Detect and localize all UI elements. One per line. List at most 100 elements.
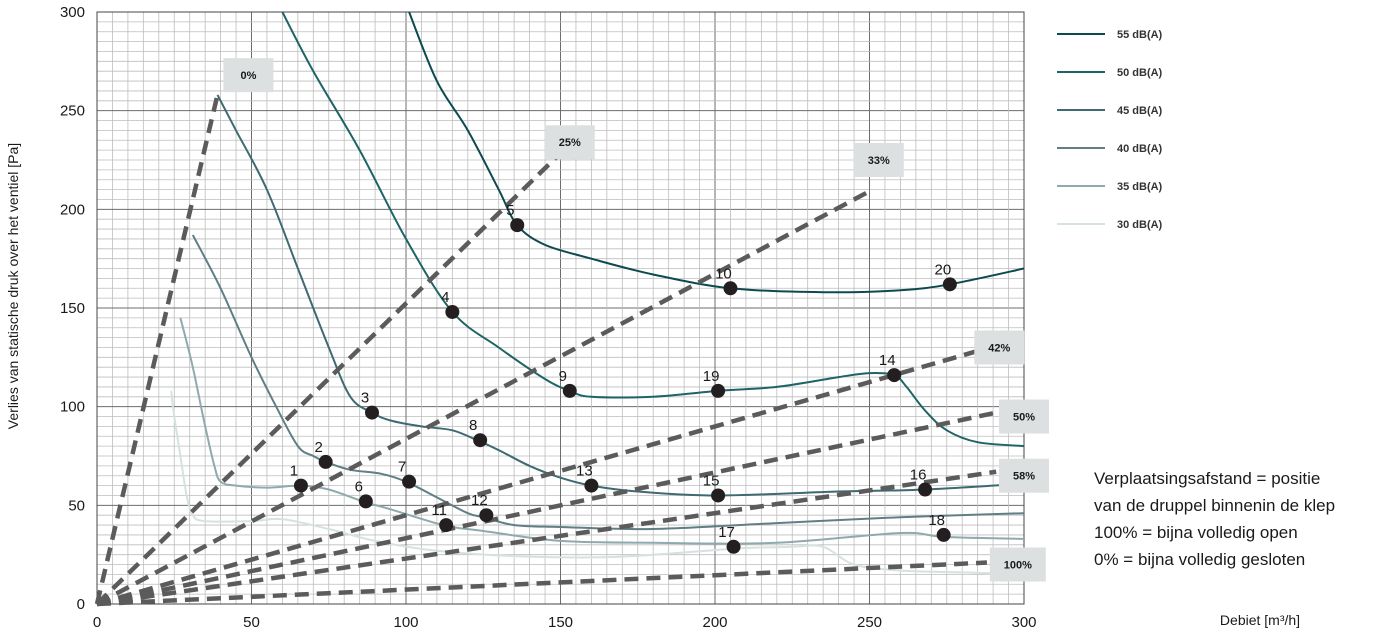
chart-grid [96,11,1025,605]
y-tick-label: 250 [60,103,85,120]
operating-point-label: 14 [879,352,896,369]
legend-label: 40 dB(A) [1117,143,1163,155]
operating-point-label: 5 [506,202,514,219]
operating-point-label: 10 [715,265,732,282]
operating-point-label: 13 [576,463,593,480]
valve-dashed-line [96,469,997,607]
operating-point-label: 6 [355,478,363,495]
operating-point-marker [584,478,599,493]
operating-point-label: 16 [910,467,927,484]
y-tick-label: 100 [60,399,85,416]
operating-point-marker [402,474,417,489]
operating-point-label: 8 [469,417,477,434]
series-line [408,12,1024,294]
operating-point-marker [318,454,333,469]
operating-point-marker [723,281,738,296]
series-line [191,234,1024,531]
valve-label-box [974,330,1025,365]
operating-point-label: 1 [290,463,298,480]
operating-point-marker [918,482,933,497]
operating-point-marker [479,508,494,523]
operating-point-marker [726,539,741,554]
valve-position-lines: 0% 25% 33% 42% 50% 58% 100% [94,58,1049,607]
operating-point-marker [445,304,460,319]
x-tick-label: 250 [857,614,882,631]
valve-label: 58% [1013,471,1035,483]
operating-point-marker [293,478,308,493]
plot-frame [96,11,1025,605]
annotation-line-4: 0% = bijna volledig gesloten [1094,550,1305,569]
operating-point-label: 20 [934,261,951,278]
operating-point-label: 19 [703,368,720,385]
valve-label: 33% [868,155,890,167]
operating-point-marker [473,433,488,448]
y-tick-label: 0 [77,596,85,613]
legend: 55 dB(A) 50 dB(A) 45 dB(A) 40 dB(A) 35 dB(A)… [1057,29,1163,231]
y-tick-label: 50 [68,497,85,514]
operating-point-marker [358,494,373,509]
x-tick-label: 200 [702,614,727,631]
valve-label: 0% [240,70,256,82]
series-line [281,12,1024,448]
valve-label: 25% [559,137,581,149]
operating-point-marker [365,405,380,420]
x-tick-label: 300 [1011,614,1036,631]
x-tick-label: 150 [548,614,573,631]
operating-point-label: 7 [398,459,406,476]
tick-labels: 0 50 100 150 200 250 300 0 50 100 150 200 250 300 [60,4,1037,631]
valve-label-box [544,125,595,160]
operating-point-marker [711,383,726,398]
y-tick-label: 150 [60,300,85,317]
operating-point-marker [510,218,525,233]
series-line [216,94,1024,497]
valve-label-box [989,547,1046,582]
operating-point-label: 3 [361,390,369,407]
operating-point-label: 18 [928,512,945,529]
chart-axes [96,11,1025,605]
operating-point-label: 9 [559,368,567,385]
operating-point-label: 15 [703,472,720,489]
valve-label-box [999,458,1049,493]
legend-label: 55 dB(A) [1117,29,1163,41]
valve-label: 50% [1013,412,1035,424]
legend-label: 50 dB(A) [1117,67,1163,79]
operating-point-label: 4 [441,289,449,306]
y-axis-label: Verlies van statische druk over het vent… [5,143,21,429]
operating-point-marker [887,368,902,383]
operating-point-marker [711,488,726,503]
operating-point-marker [562,383,577,398]
valve-label: 100% [1004,560,1032,572]
legend-label: 45 dB(A) [1117,105,1163,117]
legend-label: 30 dB(A) [1117,219,1163,231]
annotation-note: Verplaatsingsafstand = positie van de dr… [1094,469,1335,569]
annotation-line-3: 100% = bijna volledig open [1094,523,1298,542]
valve-label-box [223,58,274,93]
operating-point-label: 12 [471,492,488,509]
operating-point-marker [942,277,957,292]
x-tick-label: 50 [243,614,260,631]
valve-label: 42% [988,342,1010,354]
y-tick-label: 200 [60,201,85,218]
x-tick-label: 100 [393,614,418,631]
sound-level-series [170,12,1024,576]
y-tick-label: 300 [60,4,85,21]
valve-label-box [999,399,1049,434]
valve-dashed-line [95,187,874,606]
valve-dashed-line [96,410,997,607]
operating-point-marker [936,527,951,542]
annotation-line-2: van de druppel binnenin de klep [1094,496,1335,515]
operating-point-marker [439,518,454,533]
annotation-line-1: Verplaatsingsafstand = positie [1094,469,1320,488]
operating-point-label: 17 [718,524,735,541]
series-line [179,317,1024,545]
valve-dashed-line [96,345,991,607]
x-axis-label: Debiet [m³/h] [1220,612,1300,628]
valve-dashed-line [96,560,988,607]
valve-dashed-line [94,94,220,605]
series-line [170,390,1024,576]
legend-label: 35 dB(A) [1117,181,1163,193]
valve-label-box [853,143,904,177]
operating-point-label: 11 [431,502,447,519]
